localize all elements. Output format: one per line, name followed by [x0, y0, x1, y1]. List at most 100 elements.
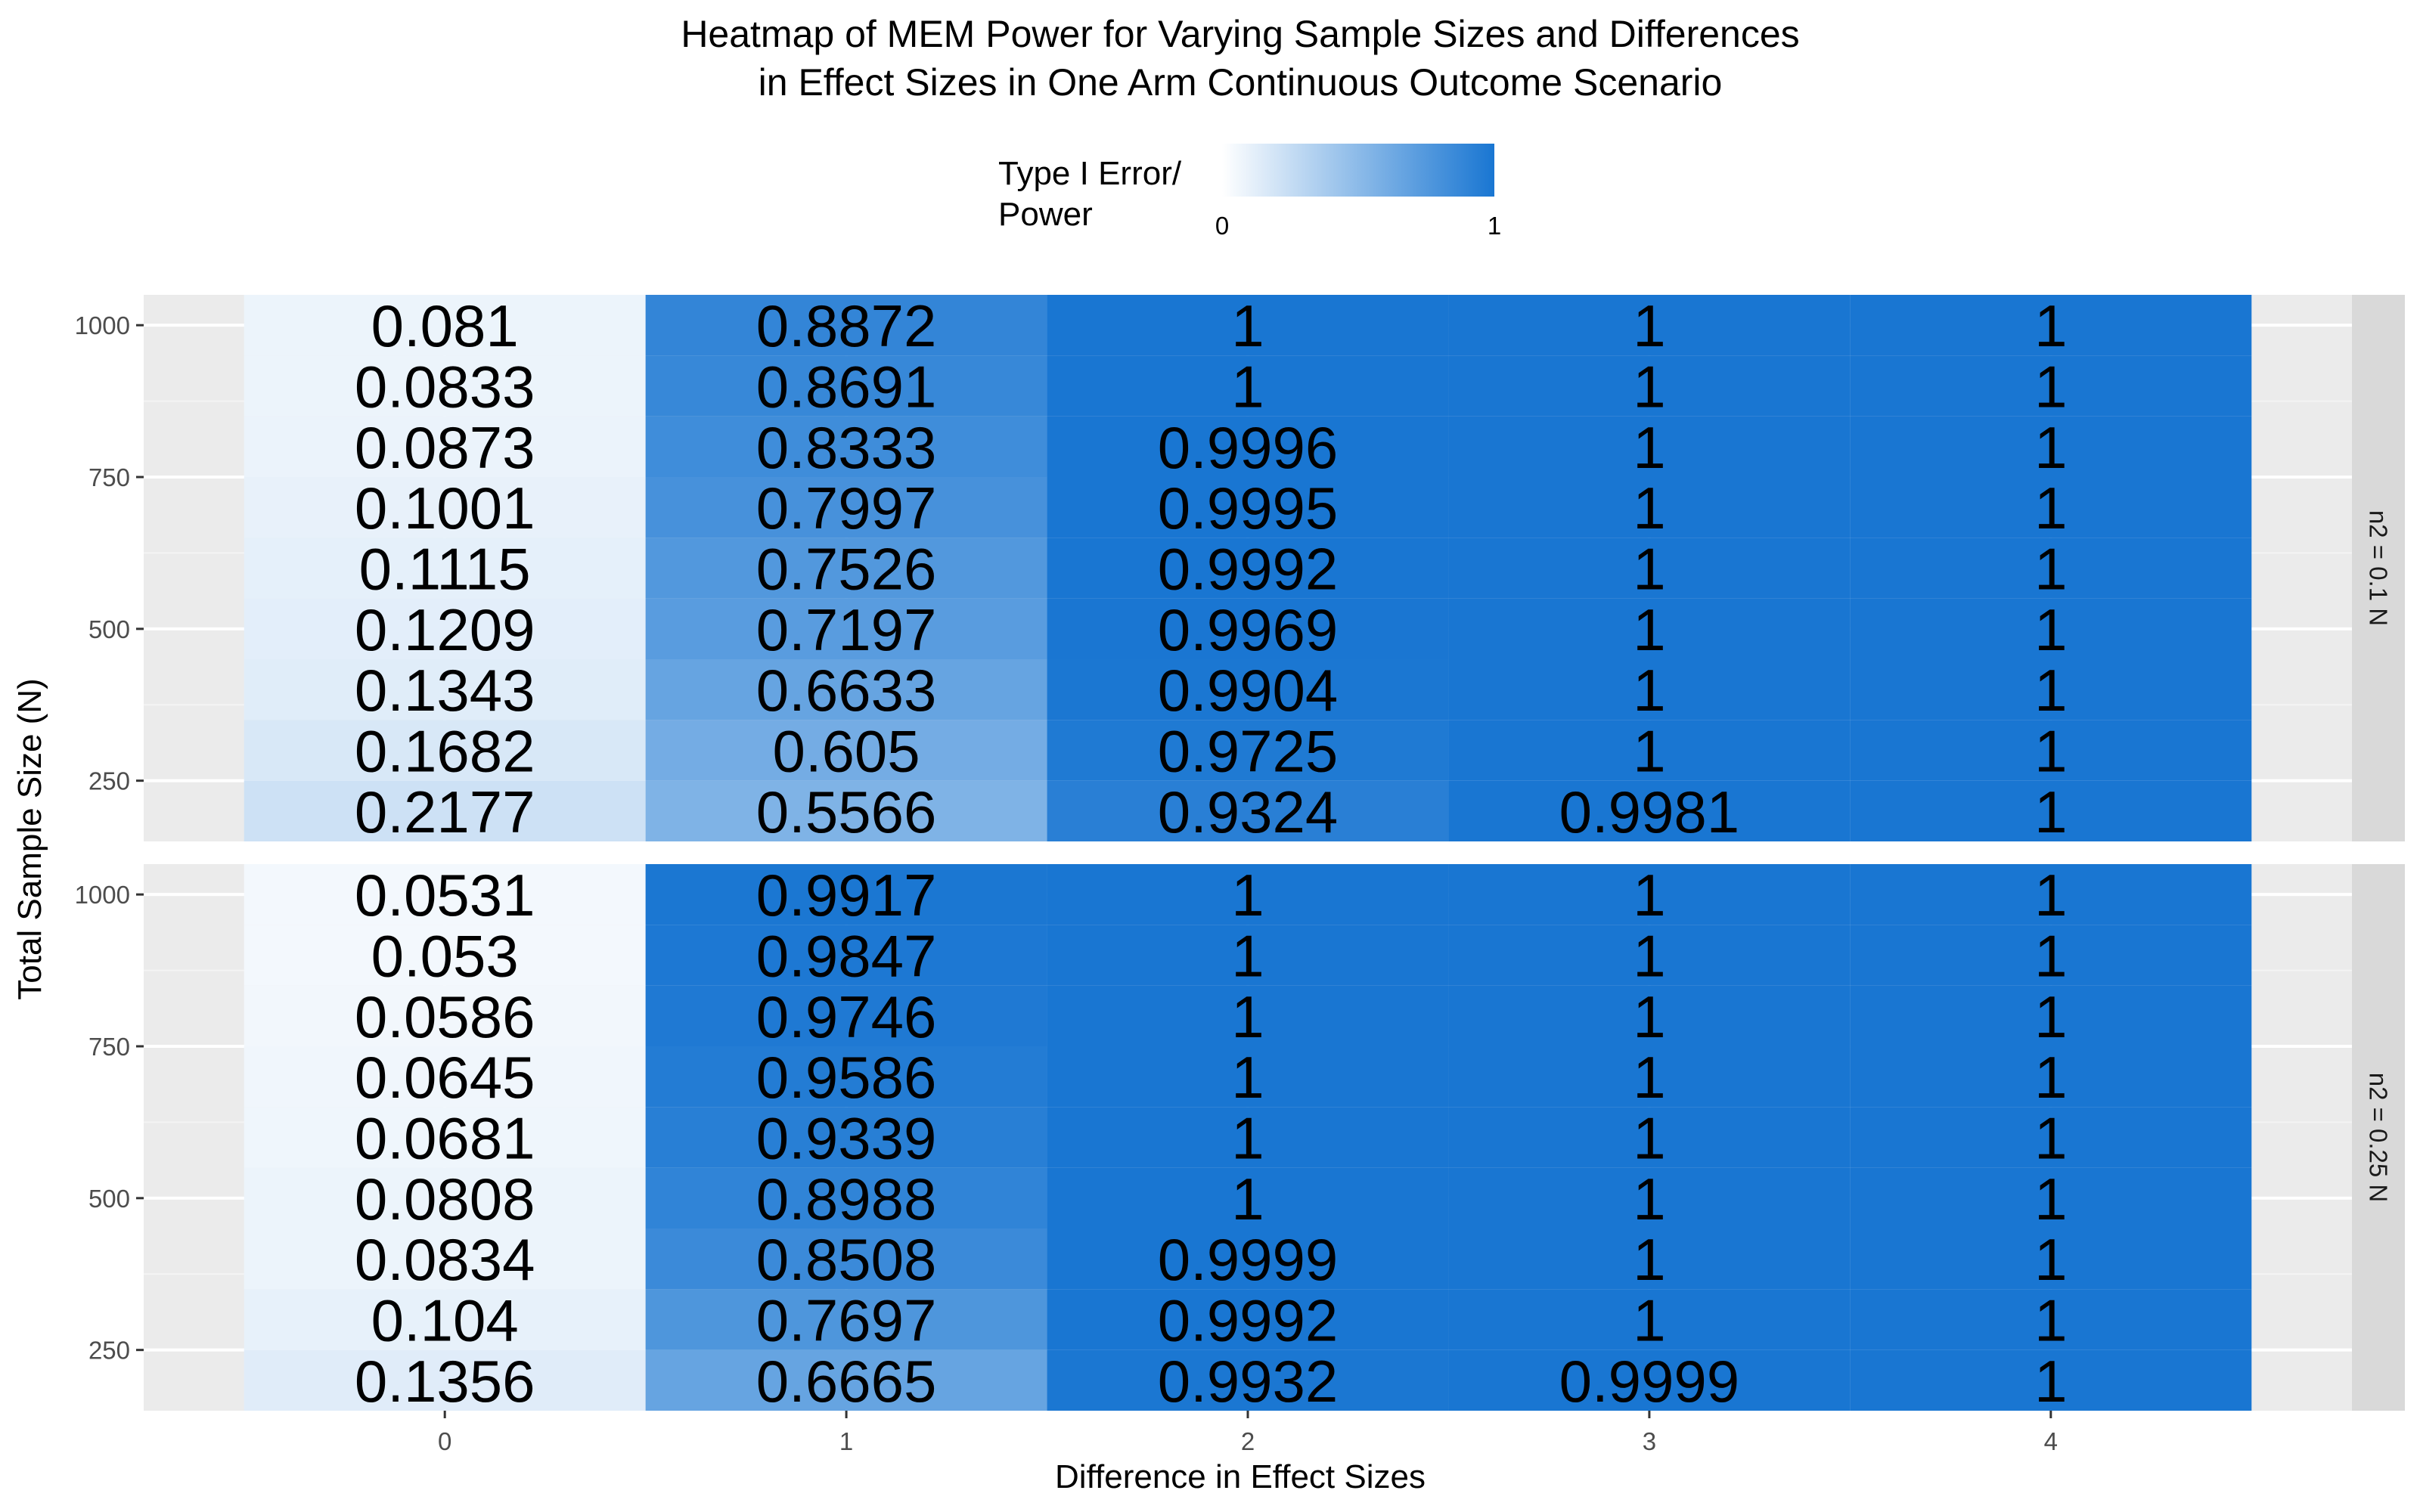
heatmap-tile [645, 1289, 1047, 1350]
cell-value-label: 1 [1633, 1044, 1665, 1111]
legend-title-line-2: Power [998, 196, 1093, 233]
cell-value-label: 1 [2034, 1044, 2067, 1111]
legend-max-label: 1 [1488, 212, 1501, 240]
heatmap-tile [645, 780, 1047, 841]
cell-value-label: 1 [2034, 1105, 2067, 1172]
heatmap-tile [244, 295, 646, 356]
facet-strip [2352, 864, 2405, 1411]
legend-title-line-1: Type I Error/ [998, 155, 1182, 192]
heatmap-tile [645, 1046, 1047, 1108]
heatmap-tile [1448, 1228, 1851, 1290]
heatmap-tile [1850, 985, 2252, 1046]
cell-value-label: 1 [1231, 354, 1264, 420]
cell-value-label: 1 [1633, 657, 1665, 723]
heatmap-tile [645, 659, 1047, 720]
heatmap-tile [1047, 295, 1449, 356]
heatmap-tile [1047, 780, 1449, 841]
heatmap-tile [645, 1167, 1047, 1228]
cell-value-label: 1 [2034, 984, 2067, 1050]
cell-value-label: 1 [1633, 596, 1665, 663]
heatmap-tile [244, 1046, 646, 1108]
x-tick-label: 0 [438, 1427, 451, 1455]
heatmap-tile [645, 355, 1047, 417]
cell-value-label: 1 [1633, 293, 1665, 359]
cell-value-label: 0.0586 [355, 984, 535, 1050]
heatmap-tile [244, 720, 646, 781]
legend-colorbar [1222, 144, 1494, 197]
heatmap-tile [1448, 416, 1851, 477]
cell-value-label: 0.8333 [756, 414, 937, 481]
cell-value-label: 0.081 [371, 293, 519, 359]
cell-value-label: 1 [1633, 536, 1665, 603]
heatmap-tile [1850, 598, 2252, 659]
cell-value-label: 0.9981 [1559, 779, 1740, 845]
heatmap-tile [1047, 1349, 1449, 1411]
heatmap-tile [244, 925, 646, 986]
cell-value-label: 0.2177 [355, 779, 535, 845]
cell-value-label: 1 [1231, 1105, 1264, 1172]
cell-value-label: 1 [2034, 1226, 2067, 1293]
cell-value-label: 1 [2034, 536, 2067, 603]
heatmap-tile [1448, 1349, 1851, 1411]
cell-value-label: 0.7197 [756, 596, 937, 663]
chart-title: Heatmap of MEM Power for Varying Sample … [681, 13, 1799, 104]
cell-value-label: 0.0834 [355, 1226, 535, 1293]
heatmap-tile [645, 1107, 1047, 1168]
heatmap-tile [244, 864, 646, 925]
heatmap-tile [244, 659, 646, 720]
heatmap-tile [1850, 538, 2252, 599]
cell-value-label: 1 [2034, 1348, 2067, 1414]
heatmap-tile [645, 864, 1047, 925]
cell-value-label: 0.0808 [355, 1166, 535, 1232]
heatmap-tile [1448, 1167, 1851, 1228]
cell-value-label: 1 [1633, 414, 1665, 481]
cell-value-label: 0.0873 [355, 414, 535, 481]
cell-value-label: 0.7697 [756, 1287, 937, 1354]
color-legend: Type I Error/ Power 0 1 [998, 144, 1501, 240]
facet-panel: 0.2177 0.5566 0.9324 0.9981 10.1682 0.605 0.97… [75, 293, 2405, 845]
cell-value-label: 0.9992 [1158, 536, 1339, 603]
cell-value-label: 1 [1633, 475, 1665, 541]
cell-value-label: 0.0681 [355, 1105, 535, 1172]
heatmap-tile [1448, 538, 1851, 599]
heatmap-tile [1047, 1167, 1449, 1228]
chart-title-line-2: in Effect Sizes in One Arm Continuous Ou… [759, 61, 1723, 104]
y-tick-label: 750 [88, 1033, 130, 1061]
cell-value-label: 0.9995 [1158, 475, 1339, 541]
heatmap-tile [1850, 1228, 2252, 1290]
heatmap-tile [1850, 720, 2252, 781]
heatmap-tile [244, 1349, 646, 1411]
cell-value-label: 0.5566 [756, 779, 937, 845]
cell-value-label: 1 [2034, 718, 2067, 785]
legend-min-label: 0 [1215, 212, 1229, 240]
cell-value-label: 0.1209 [355, 596, 535, 663]
heatmap-tile [645, 295, 1047, 356]
heatmap-tile [1448, 780, 1851, 841]
heatmap-tile [1850, 1167, 2252, 1228]
cell-value-label: 0.9324 [1158, 779, 1339, 845]
cell-value-label: 1 [1231, 1166, 1264, 1232]
cell-value-label: 1 [1633, 862, 1665, 928]
cell-value-label: 0.8872 [756, 293, 937, 359]
y-tick-label: 250 [88, 1337, 130, 1365]
cell-value-label: 0.1356 [355, 1348, 535, 1414]
cell-value-label: 1 [2034, 657, 2067, 723]
heatmap-tile [1047, 1228, 1449, 1290]
heatmap-tile [645, 1349, 1047, 1411]
cell-value-label: 0.9725 [1158, 718, 1339, 785]
cell-value-label: 0.9992 [1158, 1287, 1339, 1354]
heatmap-tile [1047, 598, 1449, 659]
cell-value-label: 1 [1633, 984, 1665, 1050]
cell-value-label: 1 [2034, 779, 2067, 845]
facet-strip-label: n2 = 0.25 N [2365, 1073, 2393, 1203]
heatmap-tile [1850, 780, 2252, 841]
heatmap-tile [1448, 1289, 1851, 1350]
heatmap-tile [244, 477, 646, 538]
cell-value-label: 1 [1633, 1166, 1665, 1232]
facet-panels: 0.2177 0.5566 0.9324 0.9981 1 0.1682 0.605 0.97… [75, 293, 2405, 1414]
cell-value-label: 0.9917 [756, 862, 937, 928]
cell-value-label: 1 [2034, 414, 2067, 481]
cell-value-label: 0.7526 [756, 536, 937, 603]
heatmap-tile [244, 416, 646, 477]
